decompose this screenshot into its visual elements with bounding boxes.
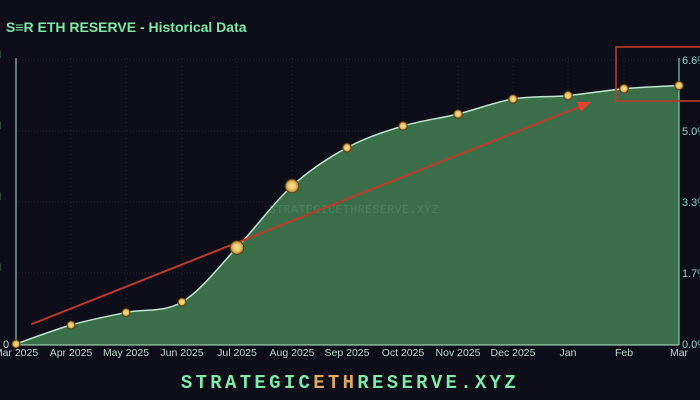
svg-text:STRATEGICETHRESERVE.XYZ: STRATEGICETHRESERVE.XYZ bbox=[269, 204, 439, 217]
svg-text:4M: 4M bbox=[0, 191, 1, 203]
svg-text:1.7%: 1.7% bbox=[682, 268, 700, 280]
svg-text:2M: 2M bbox=[0, 262, 1, 274]
svg-text:5.0%: 5.0% bbox=[682, 126, 700, 138]
svg-text:Sep 2025: Sep 2025 bbox=[325, 347, 370, 359]
svg-text:Apr 2025: Apr 2025 bbox=[50, 347, 93, 359]
svg-text:S≡R ETH RESERVE - Historical D: S≡R ETH RESERVE - Historical Data bbox=[6, 19, 247, 35]
svg-text:6M: 6M bbox=[0, 120, 1, 132]
svg-text:Oct 2025: Oct 2025 bbox=[382, 347, 425, 359]
svg-text:3.3%: 3.3% bbox=[682, 197, 700, 209]
svg-text:Nov 2025: Nov 2025 bbox=[436, 347, 481, 359]
svg-text:Jul 2025: Jul 2025 bbox=[217, 347, 257, 359]
svg-text:Mar: Mar bbox=[670, 347, 689, 359]
svg-text:Aug 2025: Aug 2025 bbox=[270, 347, 315, 359]
svg-text:May 2025: May 2025 bbox=[103, 347, 149, 359]
svg-text:6.6%: 6.6% bbox=[682, 55, 700, 67]
svg-text:Feb: Feb bbox=[615, 347, 633, 359]
svg-text:Dec 2025: Dec 2025 bbox=[491, 347, 536, 359]
svg-text:Mar 2025: Mar 2025 bbox=[0, 347, 38, 359]
svg-text:Jun 2025: Jun 2025 bbox=[160, 347, 203, 359]
svg-text:8M: 8M bbox=[0, 49, 1, 61]
svg-text:Jan: Jan bbox=[560, 347, 577, 359]
